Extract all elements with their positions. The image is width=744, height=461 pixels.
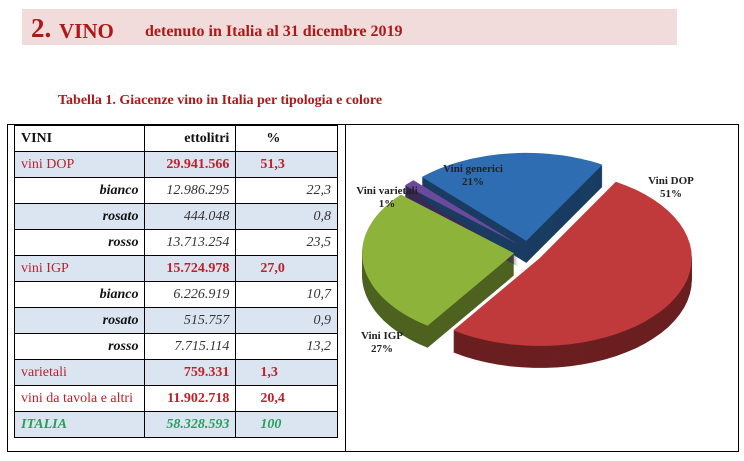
pie-label-percent: 21% — [462, 176, 484, 188]
pie-label: Vini generici 21% — [428, 163, 518, 189]
pie-slice-vini-generici — [421, 152, 603, 241]
row-label: rosato — [13, 203, 146, 230]
row-label: varietali — [13, 359, 146, 386]
section-banner: 2. VINO detenuto in Italia al 31 dicembr… — [22, 9, 677, 45]
pie-slice-vini-varietali — [404, 180, 518, 245]
row-label: vini IGP — [13, 255, 146, 282]
section-number: 2. — [31, 13, 52, 43]
pie-label-name: Vini IGP — [360, 330, 404, 342]
row-percent: 0,8 — [235, 203, 338, 230]
pie-label-name: Vini varietali — [356, 185, 418, 197]
row-percent: 23,5 — [235, 229, 338, 256]
col-percent: % — [235, 125, 338, 152]
row-label: vini da tavola e altri — [13, 385, 146, 412]
row-ettolitri: 12.986.295 — [144, 177, 237, 204]
table-row: ITALIA 58.328.593 100 — [13, 411, 338, 438]
row-label: rosso — [13, 333, 146, 360]
pie-label-name: Vini DOP — [648, 175, 694, 187]
row-label: vini DOP — [13, 151, 146, 178]
row-label: rosato — [13, 307, 146, 334]
table-row: bianco 12.986.295 22,3 — [13, 177, 338, 204]
row-ettolitri: 515.757 — [144, 307, 237, 334]
table-row: varietali 759.331 1,3 — [13, 359, 338, 386]
col-ettolitri: ettolitri — [144, 125, 237, 152]
table-row: vini DOP 29.941.566 51,3 — [13, 151, 338, 178]
pie-label: Vini DOP 51% — [626, 175, 716, 201]
table-row: rosso 13.713.254 23,5 — [13, 229, 338, 256]
row-ettolitri: 15.724.978 — [144, 255, 237, 282]
pie-label-name: Vini generici — [443, 163, 503, 175]
section-subtitle: detenuto in Italia al 31 dicembre 2019 — [145, 23, 403, 40]
pie-slice-vini-dop — [453, 181, 692, 346]
pie-label-percent: 51% — [660, 188, 682, 200]
row-label: bianco — [13, 177, 146, 204]
pie-label: Vini IGP 27% — [337, 330, 427, 356]
row-label: ITALIA — [13, 411, 146, 438]
row-ettolitri: 29.941.566 — [144, 151, 237, 178]
pie-label-percent: 1% — [378, 198, 396, 210]
table-frame — [7, 124, 739, 452]
row-ettolitri: 58.328.593 — [144, 411, 237, 438]
row-ettolitri: 759.331 — [144, 359, 237, 386]
table-row: vini da tavola e altri 11.902.718 20,4 — [13, 385, 338, 412]
table-row: vini IGP 15.724.978 27,0 — [13, 255, 338, 282]
divider — [345, 124, 346, 451]
stock-table: VINI ettolitri % vini DOP 29.941.566 51,3 b… — [13, 125, 338, 438]
pie-slice-vini-igp — [362, 194, 515, 326]
row-percent: 27,0 — [235, 255, 338, 282]
table-caption: Tabella 1. Giacenze vino in Italia per t… — [58, 93, 383, 108]
row-percent: 22,3 — [235, 177, 338, 204]
row-percent: 10,7 — [235, 281, 338, 308]
row-percent: 51,3 — [235, 151, 338, 178]
row-ettolitri: 444.048 — [144, 203, 237, 230]
row-label: rosso — [13, 229, 146, 256]
table-row: rosso 7.715.114 13,2 — [13, 333, 338, 360]
table-row: rosato 444.048 0,8 — [13, 203, 338, 230]
pie-label: Vini varietali 1% — [342, 185, 432, 211]
row-percent: 100 — [235, 411, 338, 438]
section-title: VINO — [59, 19, 114, 43]
pie-label-percent: 27% — [371, 343, 393, 355]
